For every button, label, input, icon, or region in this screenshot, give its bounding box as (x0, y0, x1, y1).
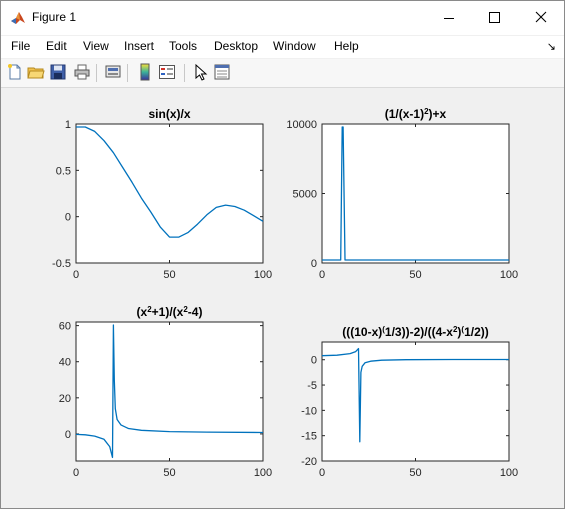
x-tick-label: 0 (73, 269, 79, 281)
dock-arrow-icon[interactable]: ↘ (546, 41, 556, 53)
y-tick-label: -0.5 (52, 258, 71, 270)
toolbar-separator (127, 64, 128, 82)
axes-title: sin(x)/x (148, 107, 190, 121)
y-tick-label: 40 (59, 357, 71, 369)
x-tick-label: 0 (319, 269, 325, 281)
print-icon[interactable] (73, 63, 91, 81)
x-tick-label: 50 (409, 269, 421, 281)
menu-bar: File Edit View Insert Tools Desktop Wind… (1, 36, 564, 58)
menu-file[interactable]: File (11, 39, 31, 53)
figure-canvas[interactable]: 0 50 100 -0.5 0 0.5 1 sin(x)/x 0 50 100 0 5000 10000(… (1, 88, 564, 508)
matlab-icon (11, 12, 25, 24)
y-tick-label: -10 (301, 405, 317, 417)
property-inspector-icon[interactable] (213, 63, 231, 81)
menu-edit[interactable]: Edit (46, 39, 67, 53)
series-line (75, 324, 264, 459)
axes-box (321, 341, 510, 462)
axes-title: (((10-x)(1/3))-2)/((4-x2)(1/2)) (342, 325, 489, 340)
maximize-button[interactable] (472, 1, 518, 35)
y-tick-label: 0 (311, 355, 317, 367)
menu-help[interactable]: Help (334, 39, 359, 53)
edit-plot-icon[interactable] (192, 63, 210, 81)
toolbar-separator (96, 64, 97, 82)
x-tick-label: 100 (254, 467, 272, 479)
axes-box (75, 123, 264, 264)
minimize-button[interactable] (426, 1, 472, 35)
axes-box (321, 123, 510, 264)
window-title: Figure 1 (32, 10, 77, 24)
title-bar: Figure 1 (1, 1, 564, 35)
series-line (76, 126, 264, 238)
y-tick-label: 20 (59, 393, 71, 405)
y-tick-label: 0 (311, 258, 317, 270)
subplot-3[interactable]: 0 50 100 0 20 40 60 (x2+1)/(x2-4) (59, 305, 272, 480)
x-tick-label: 0 (73, 467, 79, 479)
colorbar-icon[interactable] (136, 63, 154, 81)
x-tick-label: 50 (163, 467, 175, 479)
legend-icon[interactable] (158, 63, 176, 81)
subplot-2[interactable]: 0 50 100 0 5000 10000 (1/(x-1)2)+x (286, 107, 518, 282)
y-tick-label: 60 (59, 321, 71, 333)
x-tick-label: 50 (409, 467, 421, 479)
close-icon (535, 11, 547, 23)
menu-desktop[interactable]: Desktop (214, 39, 259, 53)
subplot-4[interactable]: 0 50 100 -20 -15 -10 -5 0 (((10-x)(1/3))-2)/((4-… (301, 325, 518, 480)
y-tick-label: 0 (65, 212, 71, 224)
menu-insert[interactable]: Insert (124, 39, 155, 53)
menu-window[interactable]: Window (273, 39, 316, 53)
menu-tools[interactable]: Tools (169, 39, 198, 53)
axes-title: (1/(x-1)2)+x (385, 107, 447, 122)
toolbar-separator (184, 64, 185, 82)
y-tick-label: 1 (65, 119, 71, 131)
x-tick-label: 100 (500, 467, 518, 479)
axes-title: (x2+1)/(x2-4) (137, 305, 203, 320)
y-tick-label: -20 (301, 456, 317, 468)
save-icon[interactable] (49, 63, 67, 81)
x-tick-label: 50 (163, 269, 175, 281)
y-tick-label: 10000 (286, 119, 317, 131)
close-button[interactable] (518, 1, 564, 35)
series-line (322, 126, 509, 261)
menu-view[interactable]: View (83, 39, 109, 53)
x-tick-label: 0 (319, 467, 325, 479)
print-preview-icon[interactable] (104, 63, 122, 81)
figure-toolbar (1, 59, 564, 88)
y-tick-label: -5 (307, 380, 317, 392)
axes-box (75, 321, 264, 462)
open-file-icon[interactable] (27, 63, 45, 81)
maximize-icon (489, 12, 500, 23)
y-tick-label: 0 (65, 429, 71, 441)
x-tick-label: 100 (500, 269, 518, 281)
x-tick-label: 100 (254, 269, 272, 281)
new-figure-icon[interactable] (6, 63, 24, 81)
minimize-icon (444, 18, 454, 19)
y-tick-label: -15 (301, 431, 317, 443)
series-line (321, 347, 509, 443)
y-tick-label: 5000 (293, 189, 317, 201)
y-tick-label: 0.5 (56, 165, 71, 177)
